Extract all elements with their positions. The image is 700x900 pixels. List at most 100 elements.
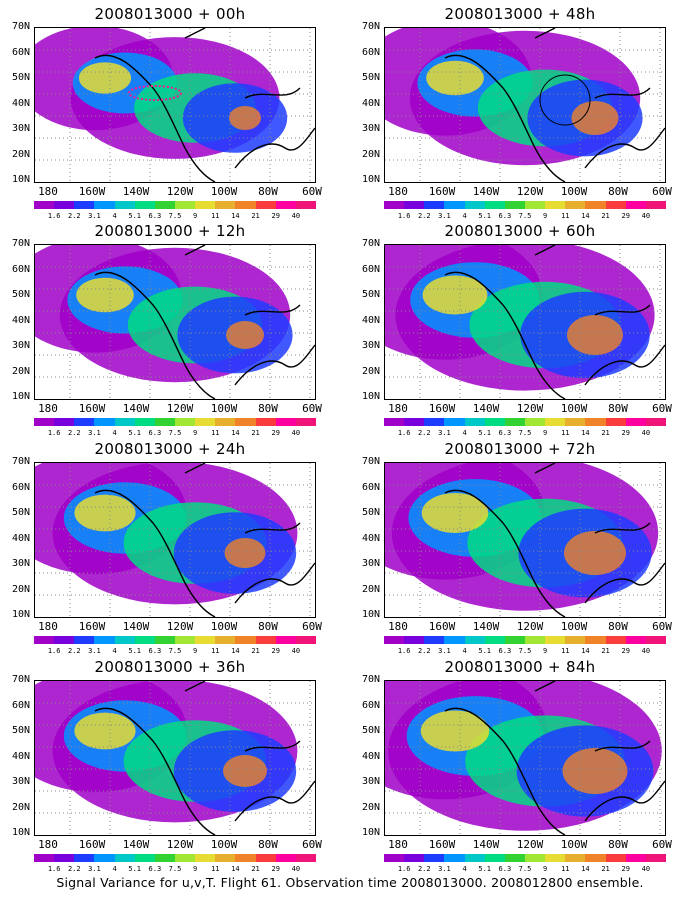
hotspot: [224, 538, 266, 568]
colorbar-swatch: [74, 854, 95, 862]
colorbar-swatch: [645, 854, 666, 862]
variance-map: [34, 680, 316, 836]
colorbar-label: 29: [621, 647, 630, 655]
colorbar-label: 2.2: [417, 212, 431, 220]
colorbar-swatch: [275, 418, 296, 426]
latitude-label: 30N: [11, 123, 30, 134]
colorbar-label: 5.1: [128, 647, 142, 655]
colorbar-label: 40: [291, 647, 301, 655]
colorbar-label: 11: [211, 429, 220, 437]
colorbar-swatch: [645, 418, 666, 426]
colorbar-label: 5.1: [478, 212, 492, 220]
latitude-label: 50N: [11, 507, 30, 518]
colorbar-swatch: [295, 854, 316, 862]
latitude-label: 10N: [361, 391, 380, 402]
colorbar-label: 9: [193, 212, 198, 220]
latitude-label: 30N: [361, 558, 380, 569]
colorbar-swatch: [464, 854, 485, 862]
colorbar-swatch: [114, 418, 135, 426]
colorbar-label: 5.1: [478, 429, 492, 437]
latitude-label: 20N: [11, 148, 30, 160]
colorbar: [384, 854, 666, 862]
latitude-label: 40N: [361, 532, 380, 544]
latitude-label: 40N: [11, 532, 30, 544]
colorbar-label: 11: [561, 647, 570, 655]
colorbar-label: 7.5: [168, 865, 182, 873]
coastline: [444, 681, 665, 835]
colorbar-swatch: [54, 201, 75, 209]
longitude-label: 60W: [652, 185, 672, 198]
colorbar-label: 29: [271, 429, 280, 437]
longitude-label: 140W: [472, 838, 500, 851]
latitude-label: 70N: [11, 456, 30, 467]
colorbar-label: 7.5: [518, 865, 532, 873]
longitude-label: 60W: [302, 838, 322, 851]
colorbar-swatch: [524, 854, 546, 862]
latitude-label: 50N: [361, 725, 380, 736]
longitude-label: 60W: [652, 620, 672, 633]
colorbar-label: 6.3: [498, 647, 512, 655]
colorbar-label: 14: [231, 429, 240, 437]
panel-title: 2008013000 + 24h: [94, 440, 246, 458]
colorbar-label: 29: [271, 865, 280, 873]
longitude-label: 180: [38, 402, 58, 415]
colorbar-swatch: [154, 418, 175, 426]
latitude-label: 50N: [361, 72, 380, 83]
colorbar-label: 1.6: [47, 429, 61, 437]
colorbar-label: 11: [561, 865, 570, 873]
longitude-label: 180: [388, 838, 408, 851]
latitude-label: 40N: [11, 97, 30, 109]
colorbar-swatch: [255, 636, 276, 644]
colorbar-swatch: [295, 636, 316, 644]
colorbar: [384, 418, 666, 426]
colorbar-label: 9: [193, 865, 198, 873]
colorbar-swatch: [34, 854, 55, 862]
colorbar-swatch: [295, 418, 316, 426]
latitude-label: 20N: [11, 583, 30, 595]
colorbar-label: 1.6: [47, 865, 61, 873]
colorbar-swatch: [404, 201, 425, 209]
hotspot: [567, 315, 623, 355]
colorbar-swatch: [625, 854, 646, 862]
colorbar-swatch: [275, 201, 296, 209]
colorbar-swatch: [585, 636, 606, 644]
latitude-label: 70N: [11, 21, 30, 32]
latitude-label: 20N: [361, 583, 380, 595]
longitude-label: 120W: [166, 838, 194, 851]
colorbar-label: 11: [211, 647, 220, 655]
colorbar-label: 9: [543, 647, 548, 655]
variance-map: [384, 462, 666, 618]
latitude-label: 40N: [361, 314, 380, 326]
longitude-label: 60W: [302, 402, 322, 415]
colorbar-label: 14: [231, 647, 240, 655]
variance-map: [34, 27, 316, 183]
colorbar-label: 3.1: [88, 212, 101, 220]
colorbar-swatch: [94, 636, 115, 644]
colorbar-swatch: [255, 854, 276, 862]
colorbar-swatch: [54, 854, 75, 862]
colorbar-label: 6.3: [148, 429, 162, 437]
colorbar-label: 29: [271, 647, 280, 655]
longitude-label: 140W: [122, 185, 150, 198]
colorbar: [34, 418, 316, 426]
colorbar-swatch: [565, 636, 586, 644]
colorbar-label: 2.2: [67, 212, 81, 220]
longitude-label: 100W: [210, 620, 238, 633]
hotspot: [229, 106, 261, 130]
colorbar-swatch: [235, 201, 256, 209]
colorbar-label: 9: [543, 212, 548, 220]
colorbar-swatch: [444, 201, 465, 209]
colorbar-label: 3.1: [438, 865, 451, 873]
colorbar-swatch: [54, 418, 75, 426]
coastline: [444, 245, 665, 399]
longitude-label: 100W: [560, 620, 588, 633]
colorbar-swatch: [94, 201, 115, 209]
panel-title: 2008013000 + 84h: [444, 658, 596, 676]
colorbar-label: 7.5: [518, 429, 532, 437]
colorbar-swatch: [154, 854, 175, 862]
longitude-label: 80W: [608, 402, 628, 415]
colorbar-swatch: [424, 854, 445, 862]
colorbar-label: 4: [112, 865, 117, 873]
longitude-label: 160W: [428, 838, 456, 851]
map-panel: 2008013000 + 12h 70N 60N 50N 40N 30N 20N 10N 180…: [0, 222, 340, 442]
